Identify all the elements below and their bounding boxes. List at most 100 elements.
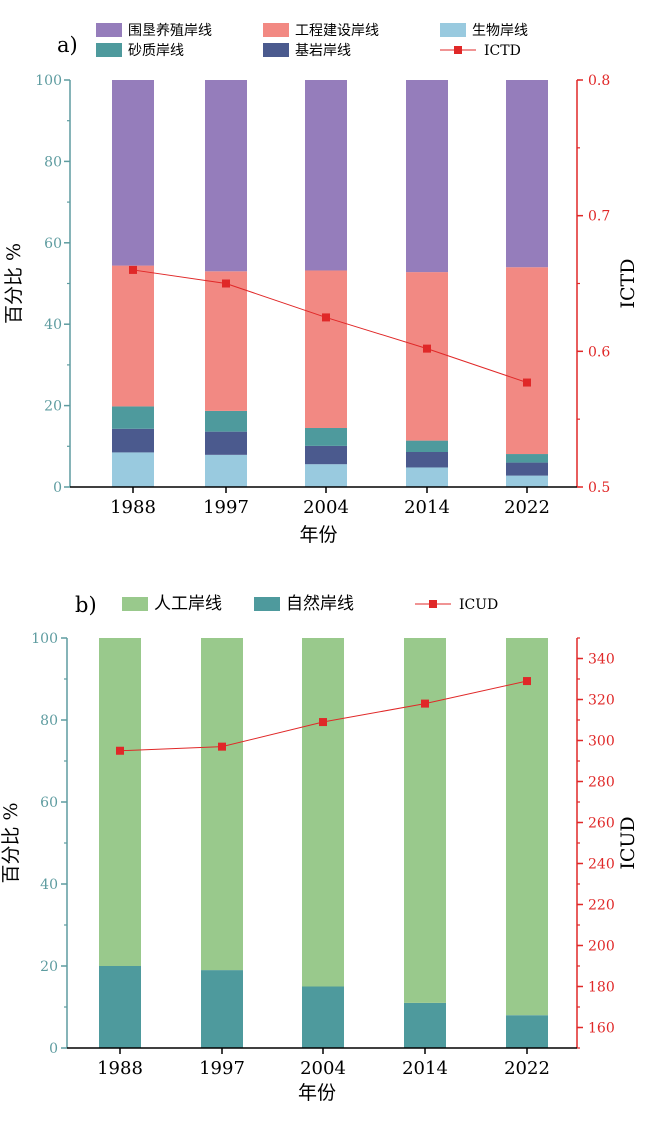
- left-tick-label: 40: [44, 317, 62, 333]
- right-tick-label: 180: [588, 980, 615, 996]
- right-tick-label: 280: [588, 775, 615, 791]
- marker-ICTD-2004: [322, 313, 330, 322]
- legend-marker-swatch: [454, 46, 462, 54]
- bar-生物岸线-1997: [205, 454, 247, 487]
- right-axis-title: ICTD: [617, 259, 639, 309]
- left-tick-label: 60: [40, 795, 58, 811]
- left-tick-label: 20: [40, 959, 58, 975]
- bar-围垦养殖岸线-2014: [406, 80, 448, 273]
- marker-ICTD-1988: [129, 265, 137, 274]
- left-tick-label: 100: [35, 73, 62, 89]
- bar-人工岸线-2014: [404, 638, 446, 1003]
- bar-人工岸线-2004: [302, 638, 344, 987]
- x-axis-title: 年份: [299, 524, 337, 546]
- bar-围垦养殖岸线-1988: [112, 80, 154, 266]
- legend-marker-swatch: [429, 600, 437, 608]
- bar-自然岸线-1988: [99, 966, 141, 1048]
- left-tick-label: 0: [49, 1041, 58, 1057]
- left-tick-label: 100: [31, 631, 58, 647]
- bar-工程建设岸线-1988: [112, 265, 154, 407]
- panel-a: 0 20 40 60 80 100 0.5 0.6 0.7 0.8 1988 1997 2004 2014…: [3, 22, 639, 546]
- legend-label: 基岩岸线: [295, 42, 351, 59]
- legend-swatch: [96, 43, 122, 57]
- right-tick-label: 340: [588, 652, 615, 668]
- bar-基岩岸线-2004: [305, 445, 347, 465]
- legend-swatch: [254, 597, 280, 611]
- bar-生物岸线-2004: [305, 464, 347, 487]
- marker-ICTD-2014: [423, 344, 431, 353]
- x-tick-label: 1988: [110, 497, 156, 518]
- x-tick-label: 2022: [504, 1058, 550, 1079]
- bar-工程建设岸线-2004: [305, 270, 347, 428]
- legend-swatch: [96, 23, 122, 37]
- right-tick-label: 0.7: [588, 209, 610, 225]
- bar-工程建设岸线-2014: [406, 272, 448, 441]
- bar-围垦养殖岸线-1997: [205, 80, 247, 272]
- bar-围垦养殖岸线-2004: [305, 80, 347, 271]
- bar-自然岸线-2022: [506, 1015, 548, 1048]
- x-tick-label: 2014: [402, 1058, 448, 1079]
- bar-砂质岸线-2022: [506, 454, 548, 463]
- bar-砂质岸线-1997: [205, 410, 247, 432]
- marker-ICUD-1997: [218, 742, 226, 751]
- bar-生物岸线-2014: [406, 467, 448, 487]
- left-axis-title: 百分比 %: [0, 802, 22, 883]
- x-tick-label: 2004: [300, 1058, 346, 1079]
- bar-工程建设岸线-1997: [205, 271, 247, 411]
- right-tick-label: 240: [588, 857, 615, 873]
- x-tick-label: 2014: [404, 497, 450, 518]
- bar-自然岸线-1997: [201, 970, 243, 1048]
- bar-生物岸线-1988: [112, 452, 154, 487]
- bar-围垦养殖岸线-2022: [506, 80, 548, 268]
- marker-ICUD-2004: [319, 718, 327, 727]
- legend-label: 工程建设岸线: [295, 23, 379, 39]
- bar-砂质岸线-1988: [112, 406, 154, 429]
- legend-label: 围垦养殖岸线: [128, 22, 212, 39]
- legend-swatch: [263, 43, 289, 57]
- right-tick-label: 0.5: [588, 480, 610, 496]
- bar-基岩岸线-2014: [406, 451, 448, 468]
- x-axis-title: 年份: [298, 1082, 336, 1104]
- right-tick-label: 200: [588, 939, 615, 955]
- legend-label: 人工岸线: [154, 594, 222, 614]
- bar-人工岸线-1988: [99, 638, 141, 966]
- panel-label: a): [57, 33, 78, 57]
- marker-ICUD-1988: [116, 746, 124, 755]
- x-tick-label: 1997: [199, 1058, 245, 1079]
- bar-生物岸线-2022: [506, 475, 548, 487]
- legend-label: 生物岸线: [472, 23, 528, 39]
- marker-ICTD-1997: [222, 279, 230, 288]
- legend-label: 砂质岸线: [128, 43, 184, 59]
- x-tick-label: 2004: [303, 497, 349, 518]
- right-axis-title: ICUD: [617, 816, 639, 869]
- bar-基岩岸线-1988: [112, 428, 154, 453]
- bar-人工岸线-2022: [506, 638, 548, 1016]
- marker-ICUD-2014: [421, 699, 429, 708]
- x-tick-label: 1997: [203, 497, 249, 518]
- left-tick-label: 40: [40, 877, 58, 893]
- left-tick-label: 80: [40, 713, 58, 729]
- right-tick-label: 300: [588, 734, 615, 750]
- bar-砂质岸线-2014: [406, 440, 448, 452]
- right-tick-label: 260: [588, 816, 615, 832]
- right-tick-label: 160: [588, 1021, 615, 1037]
- legend-label: 自然岸线: [286, 594, 354, 614]
- panel-b: 0 20 40 60 80 100 160 180 200 220 240 260 280 300 320 3…: [0, 593, 639, 1104]
- left-tick-label: 20: [44, 399, 62, 415]
- left-axis-title: 百分比 %: [3, 243, 25, 324]
- marker-ICTD-2022: [523, 378, 531, 387]
- bar-自然岸线-2004: [302, 986, 344, 1048]
- left-tick-label: 0: [53, 480, 62, 496]
- left-tick-label: 60: [44, 236, 62, 252]
- bar-人工岸线-1997: [201, 638, 243, 971]
- legend-label: ICTD: [484, 43, 521, 59]
- panel-label: b): [75, 593, 97, 617]
- x-tick-label: 1988: [97, 1058, 143, 1079]
- marker-ICUD-2022: [523, 677, 531, 686]
- right-tick-label: 0.6: [588, 344, 610, 360]
- right-tick-label: 0.8: [588, 73, 610, 89]
- legend-swatch: [122, 597, 148, 611]
- right-tick-label: 320: [588, 693, 615, 709]
- bar-基岩岸线-2022: [506, 462, 548, 476]
